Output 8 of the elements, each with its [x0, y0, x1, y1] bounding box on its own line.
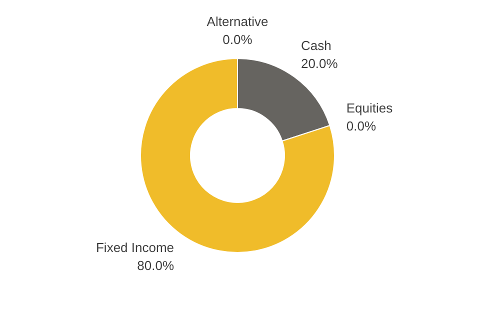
text: 0.0% [346, 118, 376, 134]
data-label: 20.0% [300, 56, 338, 71]
slice-label: Cash [300, 38, 332, 53]
slice-label: Fixed Income [96, 240, 174, 256]
category-label: Equities [346, 100, 393, 116]
data-label: 80.0% [137, 258, 174, 274]
text: 0.0% [222, 32, 252, 47]
category-label: Alternative [206, 14, 268, 29]
